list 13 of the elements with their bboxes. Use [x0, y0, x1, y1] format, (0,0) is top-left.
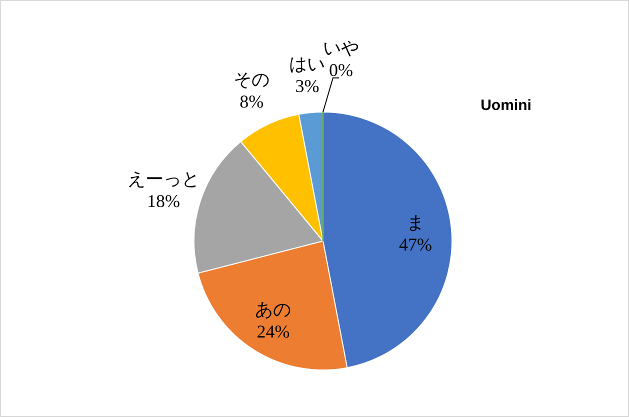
data-label: 24% — [256, 321, 290, 342]
data-label: 47% — [398, 234, 432, 254]
slice-label: あの — [255, 299, 292, 320]
data-label: 18% — [147, 191, 180, 212]
data-label: 3% — [295, 76, 320, 96]
data-label: 8% — [240, 91, 264, 112]
category-label: いや — [323, 38, 359, 58]
slice-label: はい — [289, 54, 326, 74]
slice-label: えーっと — [128, 169, 200, 190]
slice-label: その — [234, 69, 270, 90]
text: Uomini — [480, 97, 532, 114]
text: 0% — [329, 60, 353, 80]
slice-label: ま — [406, 212, 424, 232]
